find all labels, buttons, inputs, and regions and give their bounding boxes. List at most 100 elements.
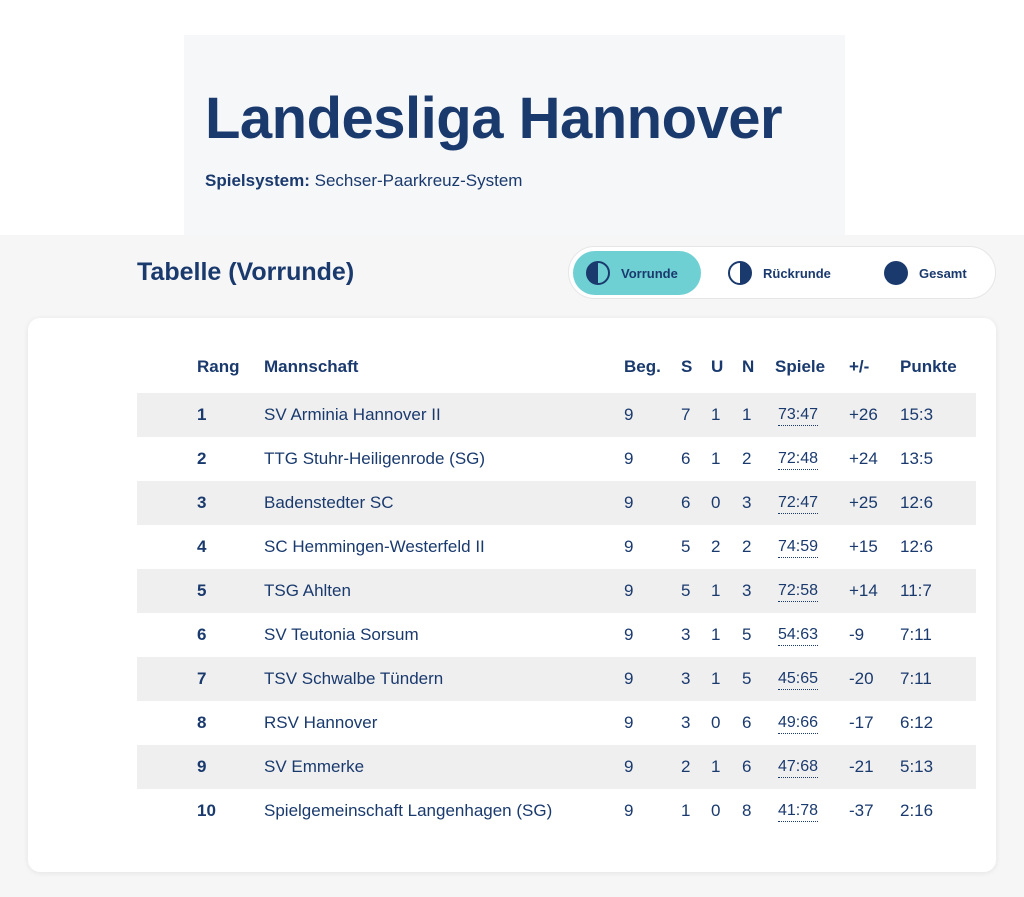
- table-cell: SV Arminia Hannover II: [264, 405, 441, 424]
- table-cell: 2:16: [900, 801, 934, 820]
- system-label: Spielsystem:: [205, 171, 310, 190]
- table-cell: 2: [711, 537, 721, 556]
- table-cell: +15: [849, 537, 878, 556]
- table-cell: 0: [711, 493, 721, 512]
- table-cell: 13:5: [900, 449, 934, 468]
- column-header: Beg.: [624, 357, 661, 376]
- row-background: [137, 657, 976, 701]
- table-cell: 7: [681, 405, 691, 424]
- table-cell: 7:11: [900, 669, 932, 688]
- table-cell: 8: [197, 713, 207, 732]
- table-cell: 2: [742, 537, 752, 556]
- league-title: Landesliga Hannover: [205, 86, 783, 151]
- column-header: N: [742, 357, 755, 376]
- column-header: S: [681, 357, 693, 376]
- table-cell: 3: [742, 493, 752, 512]
- column-header: Mannschaft: [264, 357, 359, 376]
- table-cell: +14: [849, 581, 878, 600]
- games-link[interactable]: 72:58: [778, 581, 819, 602]
- table-cell: SV Emmerke: [264, 757, 365, 776]
- table-cell: 6: [681, 493, 691, 512]
- table-cell: 5:13: [900, 757, 934, 776]
- table-cell: 5: [681, 581, 691, 600]
- column-header: +/-: [849, 357, 870, 376]
- table-cell: TTG Stuhr-Heiligenrode (SG): [264, 449, 486, 468]
- table-cell: Badenstedter SC: [264, 493, 394, 512]
- table-cell: +25: [849, 493, 878, 512]
- table-cell: 3: [742, 581, 752, 600]
- table-cell: 9: [624, 801, 634, 820]
- table-cell: 5: [742, 669, 752, 688]
- icon: [884, 261, 908, 285]
- table-cell: 2: [197, 449, 207, 468]
- table-cell: 6:12: [900, 713, 934, 732]
- table-cell: 3: [681, 625, 691, 644]
- table-cell: 1: [742, 405, 752, 424]
- table-cell: 1: [711, 581, 721, 600]
- table-cell: -21: [849, 757, 874, 776]
- games-link[interactable]: 72:47: [778, 493, 819, 514]
- table-cell: 5: [742, 625, 752, 644]
- table-cell: 2: [742, 449, 752, 468]
- table-cell: SV Teutonia Sorsum: [264, 625, 419, 644]
- row-background: [137, 569, 976, 613]
- table-cell: 9: [197, 757, 207, 776]
- table-cell: +26: [849, 405, 878, 424]
- games-link[interactable]: 74:59: [778, 537, 819, 558]
- table-cell: 1: [197, 405, 207, 424]
- table-cell: 1: [711, 625, 721, 644]
- games-link[interactable]: 49:66: [778, 713, 819, 734]
- games-link[interactable]: 47:68: [778, 757, 819, 778]
- table-cell: 9: [624, 537, 634, 556]
- column-header: Rang: [197, 357, 240, 376]
- table-cell: -20: [849, 669, 874, 688]
- table-cell: SC Hemmingen-Westerfeld II: [264, 537, 485, 556]
- table-cell: 5: [197, 581, 207, 600]
- table-cell: 6: [197, 625, 207, 644]
- table-cell: 3: [681, 713, 691, 732]
- row-background: [137, 745, 976, 789]
- table-cell: 8: [742, 801, 752, 820]
- tab-label: Gesamt: [919, 265, 967, 281]
- table-cell: TSV Schwalbe Tündern: [264, 669, 444, 688]
- tab[interactable]: Gesamt: [871, 251, 991, 295]
- table-cell: 7: [197, 669, 207, 688]
- games-link[interactable]: 41:78: [778, 801, 819, 822]
- table-cell: Spielgemeinschaft Langenhagen (SG): [264, 801, 553, 820]
- table-cell: 10: [197, 801, 216, 820]
- table-cell: 11:7: [900, 581, 932, 600]
- tab-label: Rückrunde: [763, 265, 831, 281]
- table-cell: 9: [624, 669, 634, 688]
- table-cell: 9: [624, 493, 634, 512]
- table-cell: 1: [711, 669, 721, 688]
- games-link[interactable]: 72:48: [778, 449, 819, 470]
- table-cell: 5: [681, 537, 691, 556]
- icon: [728, 261, 752, 285]
- table-cell: 12:6: [900, 493, 934, 512]
- table-cell: -37: [849, 801, 874, 820]
- table-cell: 3: [197, 493, 207, 512]
- tab[interactable]: Rückrunde: [715, 251, 845, 295]
- table-cell: 7:11: [900, 625, 932, 644]
- column-header: Punkte: [900, 357, 957, 376]
- row-background: [137, 481, 976, 525]
- table-cell: 1: [711, 405, 721, 424]
- table-cell: 0: [711, 713, 721, 732]
- section-title: Tabelle (Vorrunde): [137, 258, 355, 286]
- table-cell: 9: [624, 713, 634, 732]
- header: Landesliga Hannover Spielsystem: Sechser…: [184, 35, 845, 235]
- games-link[interactable]: 45:65: [778, 669, 819, 690]
- games-link[interactable]: 54:63: [778, 625, 819, 646]
- column-header: U: [711, 357, 724, 376]
- table-cell: 1: [711, 449, 721, 468]
- tab[interactable]: Vorrunde: [573, 251, 701, 295]
- table-cell: RSV Hannover: [264, 713, 378, 732]
- games-link[interactable]: 73:47: [778, 405, 819, 426]
- tab-switch: Vorrunde Rückrunde Gesamt: [568, 246, 996, 299]
- system-line: Spielsystem: Sechser-Paarkreuz-System: [205, 171, 522, 191]
- table-cell: 6: [742, 757, 752, 776]
- table-cell: 2: [681, 757, 691, 776]
- table-cell: 6: [742, 713, 752, 732]
- table-cell: 9: [624, 757, 634, 776]
